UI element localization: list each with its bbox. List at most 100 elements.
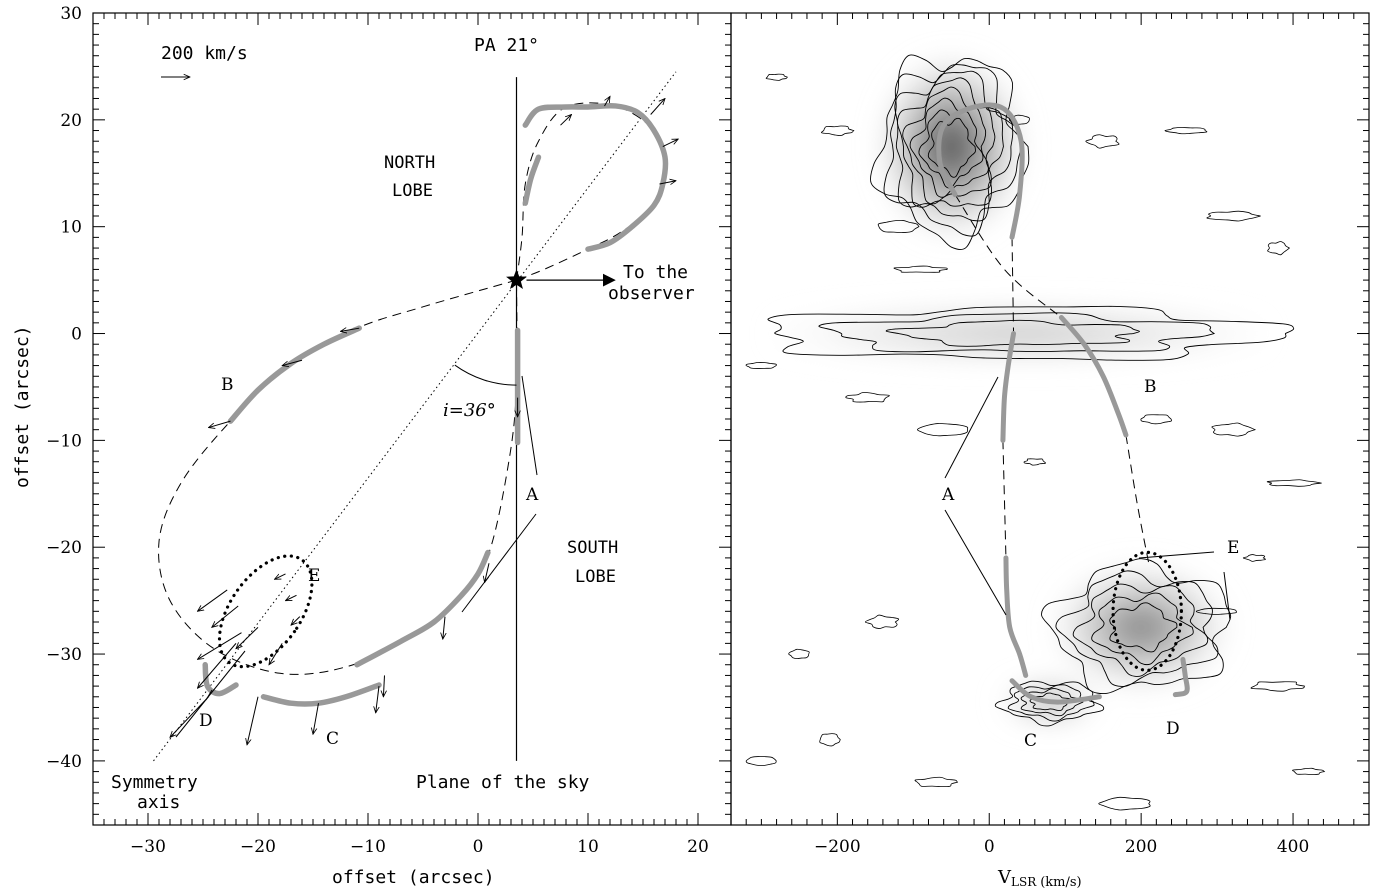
gray-segment-north_inner: [522, 154, 542, 206]
velocity-arrow: [269, 643, 283, 664]
noise-contour: [1266, 479, 1322, 487]
right-gray-segment-B: [1058, 315, 1129, 438]
noise-contour: [1023, 458, 1046, 466]
y-tick-label: 10: [60, 218, 82, 238]
noise-contour: [877, 219, 920, 233]
velocity-arrow: [313, 703, 319, 734]
gray-segment-C: [260, 682, 382, 707]
velocity-arrow: [282, 359, 303, 365]
noise-contour: [914, 776, 959, 788]
contour-C: [1007, 684, 1095, 722]
y-tick-label: −40: [46, 752, 82, 772]
velocity-arrow: [560, 115, 572, 126]
velocity-arrow: [286, 594, 297, 600]
south-lobe-label-1: SOUTH: [567, 538, 618, 558]
velocity-arrows: [170, 96, 678, 745]
north-lobe-outline: [516, 102, 666, 281]
left-label-A: A: [525, 485, 539, 505]
noise-contour: [1206, 210, 1261, 222]
right-x-tick-label: 0: [984, 837, 995, 857]
right-gray-segment-north: [936, 102, 1025, 240]
right-x-tick-label: 200: [1125, 837, 1157, 857]
noise-contour: [1098, 796, 1151, 811]
left-tick-labels: −30 −20 −10 0 10 20 −40 −30 −20 −10 0 10 20 30: [46, 4, 709, 857]
contour-C: [994, 680, 1105, 727]
contour-north: [918, 109, 984, 189]
noise-contour: [765, 73, 788, 81]
velocity-arrow: [275, 573, 286, 579]
velocity-arrow: [209, 420, 231, 427]
dashed-connector: [954, 194, 1062, 318]
velocity-scale-label: 200 km/s: [161, 43, 248, 64]
right-gray-segment-south_A: [1003, 555, 1029, 678]
x-tick-label: −10: [350, 837, 386, 857]
right-gray-segment-C: [1009, 678, 1102, 705]
left-ticks: [92, 12, 731, 826]
contour-C: [1029, 692, 1072, 711]
emission-north: [937, 129, 965, 164]
emission-south: [1124, 615, 1158, 640]
contour-south: [1091, 592, 1194, 665]
leader-D-2: [205, 689, 213, 701]
y-tick-label: −30: [46, 645, 82, 665]
star-icon: [506, 269, 527, 289]
right-leader-A-lower: [944, 509, 1007, 616]
series-E-ellipse-left: [217, 554, 314, 669]
emission-equator: [971, 328, 1069, 339]
velocity-arrow: [383, 675, 384, 696]
velocity-arrow: [376, 686, 379, 713]
left-label-D: D: [199, 711, 213, 731]
north-lobe-label-2: LOBE: [392, 181, 433, 201]
left-gray-segments: [202, 102, 669, 707]
left-label-B: B: [221, 375, 234, 395]
left-panel: −30 −20 −10 0 10 20 −40 −30 −20 −10 0 10 20 30 200 km…: [12, 4, 732, 888]
right-label-B: B: [1144, 377, 1157, 397]
noise-contour: [1195, 607, 1237, 615]
leader-D-1: [175, 650, 246, 738]
right-label-C: C: [1024, 731, 1037, 751]
dashed-connector: [1125, 434, 1150, 564]
velocity-arrow: [604, 96, 611, 107]
y-tick-label: −20: [46, 538, 82, 558]
series-E-ellipse-right: [1111, 550, 1183, 672]
velocity-arrow: [198, 589, 228, 611]
pa-label: PA 21°: [474, 35, 539, 56]
contour-north: [896, 77, 1004, 208]
right-leader-E-1: [1138, 551, 1215, 559]
contour-south: [1055, 570, 1219, 687]
left-y-axis-label: offset (arcsec): [12, 325, 33, 488]
noise-contour: [916, 423, 969, 437]
contour-equator: [767, 305, 1295, 361]
contour-north: [927, 117, 976, 178]
velocity-arrow: [659, 181, 677, 184]
noise-contour: [845, 392, 890, 403]
heatmap-contours: [745, 54, 1326, 811]
contour-equator: [818, 312, 1216, 353]
noise-contour: [1164, 127, 1208, 135]
gray-segment-south_lower: [354, 549, 491, 668]
right-x-axis-label: VLSR (km/s): [997, 867, 1082, 890]
velocity-arrow: [662, 139, 678, 148]
right-x-label-unit: (km/s): [1040, 875, 1081, 890]
dashed-connector: [1002, 440, 1007, 558]
velocity-arrow: [170, 696, 209, 738]
y-tick-label: 0: [71, 325, 82, 345]
right-leader-A-upper: [944, 376, 999, 479]
y-tick-label: −10: [46, 431, 82, 451]
right-label-D: D: [1166, 719, 1180, 739]
noise-contour: [893, 265, 948, 273]
gray-segment-D: [202, 661, 239, 697]
gray-segment-B: [227, 325, 362, 424]
left-label-E: E: [308, 566, 320, 586]
right-gray-segment-D: [1172, 656, 1190, 698]
noise-contour: [1242, 554, 1266, 562]
contour-C: [1020, 688, 1084, 717]
north-lobe-label-1: NORTH: [384, 153, 435, 173]
right-x-tick-label: −200: [814, 837, 861, 857]
noise-contour: [1140, 414, 1172, 425]
noise-contour: [1267, 241, 1291, 256]
right-label-A: A: [941, 485, 955, 505]
right-tick-labels: −200 0 200 400: [814, 837, 1309, 857]
y-tick-label: 30: [60, 4, 82, 24]
